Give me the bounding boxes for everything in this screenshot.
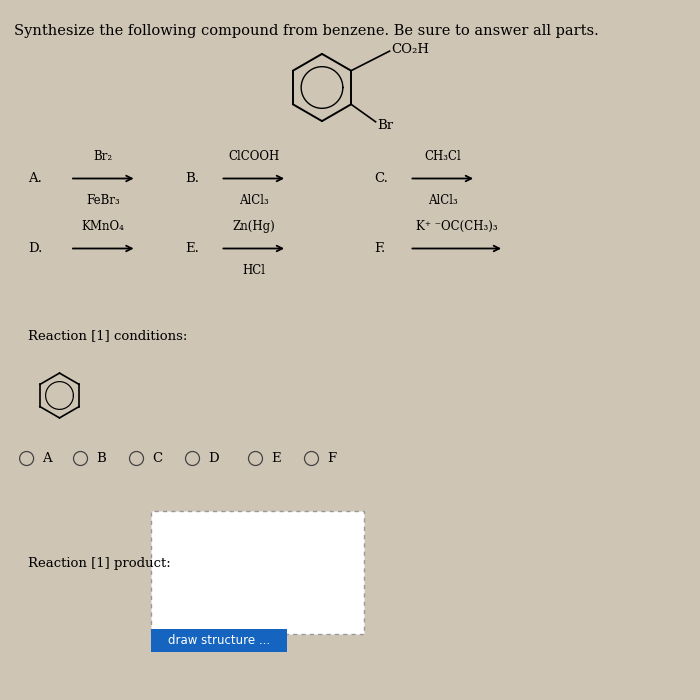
Text: D: D bbox=[208, 452, 218, 465]
Text: AlCl₃: AlCl₃ bbox=[239, 194, 269, 207]
Text: draw structure ...: draw structure ... bbox=[168, 634, 270, 647]
Bar bbox=[150, 511, 364, 634]
Text: Zn(Hg): Zn(Hg) bbox=[232, 220, 275, 233]
Text: CH₃Cl: CH₃Cl bbox=[424, 150, 461, 163]
Text: FeBr₃: FeBr₃ bbox=[86, 194, 120, 207]
Text: B: B bbox=[96, 452, 106, 465]
Text: A.: A. bbox=[28, 172, 42, 185]
Text: F.: F. bbox=[374, 242, 386, 255]
Text: HCl: HCl bbox=[242, 264, 265, 277]
Text: C: C bbox=[152, 452, 162, 465]
Text: AlCl₃: AlCl₃ bbox=[428, 194, 458, 207]
Text: Br₂: Br₂ bbox=[94, 150, 113, 163]
Text: Synthesize the following compound from benzene. Be sure to answer all parts.: Synthesize the following compound from b… bbox=[14, 25, 598, 38]
Text: A: A bbox=[42, 452, 52, 465]
Text: B.: B. bbox=[186, 172, 199, 185]
Text: ClCOOH: ClCOOH bbox=[228, 150, 279, 163]
Text: Br: Br bbox=[378, 119, 394, 132]
Text: CO₂H: CO₂H bbox=[391, 43, 429, 56]
Text: Reaction [1] product:: Reaction [1] product: bbox=[28, 557, 171, 570]
Text: K⁺ ⁻OC(CH₃)₃: K⁺ ⁻OC(CH₃)₃ bbox=[416, 220, 498, 233]
Text: D.: D. bbox=[28, 242, 43, 255]
Text: Reaction [1] conditions:: Reaction [1] conditions: bbox=[28, 330, 188, 342]
Text: E.: E. bbox=[186, 242, 199, 255]
FancyBboxPatch shape bbox=[150, 629, 287, 652]
Text: C.: C. bbox=[374, 172, 388, 185]
Text: KMnO₄: KMnO₄ bbox=[82, 220, 125, 233]
Text: F: F bbox=[327, 452, 336, 465]
Text: E: E bbox=[271, 452, 281, 465]
